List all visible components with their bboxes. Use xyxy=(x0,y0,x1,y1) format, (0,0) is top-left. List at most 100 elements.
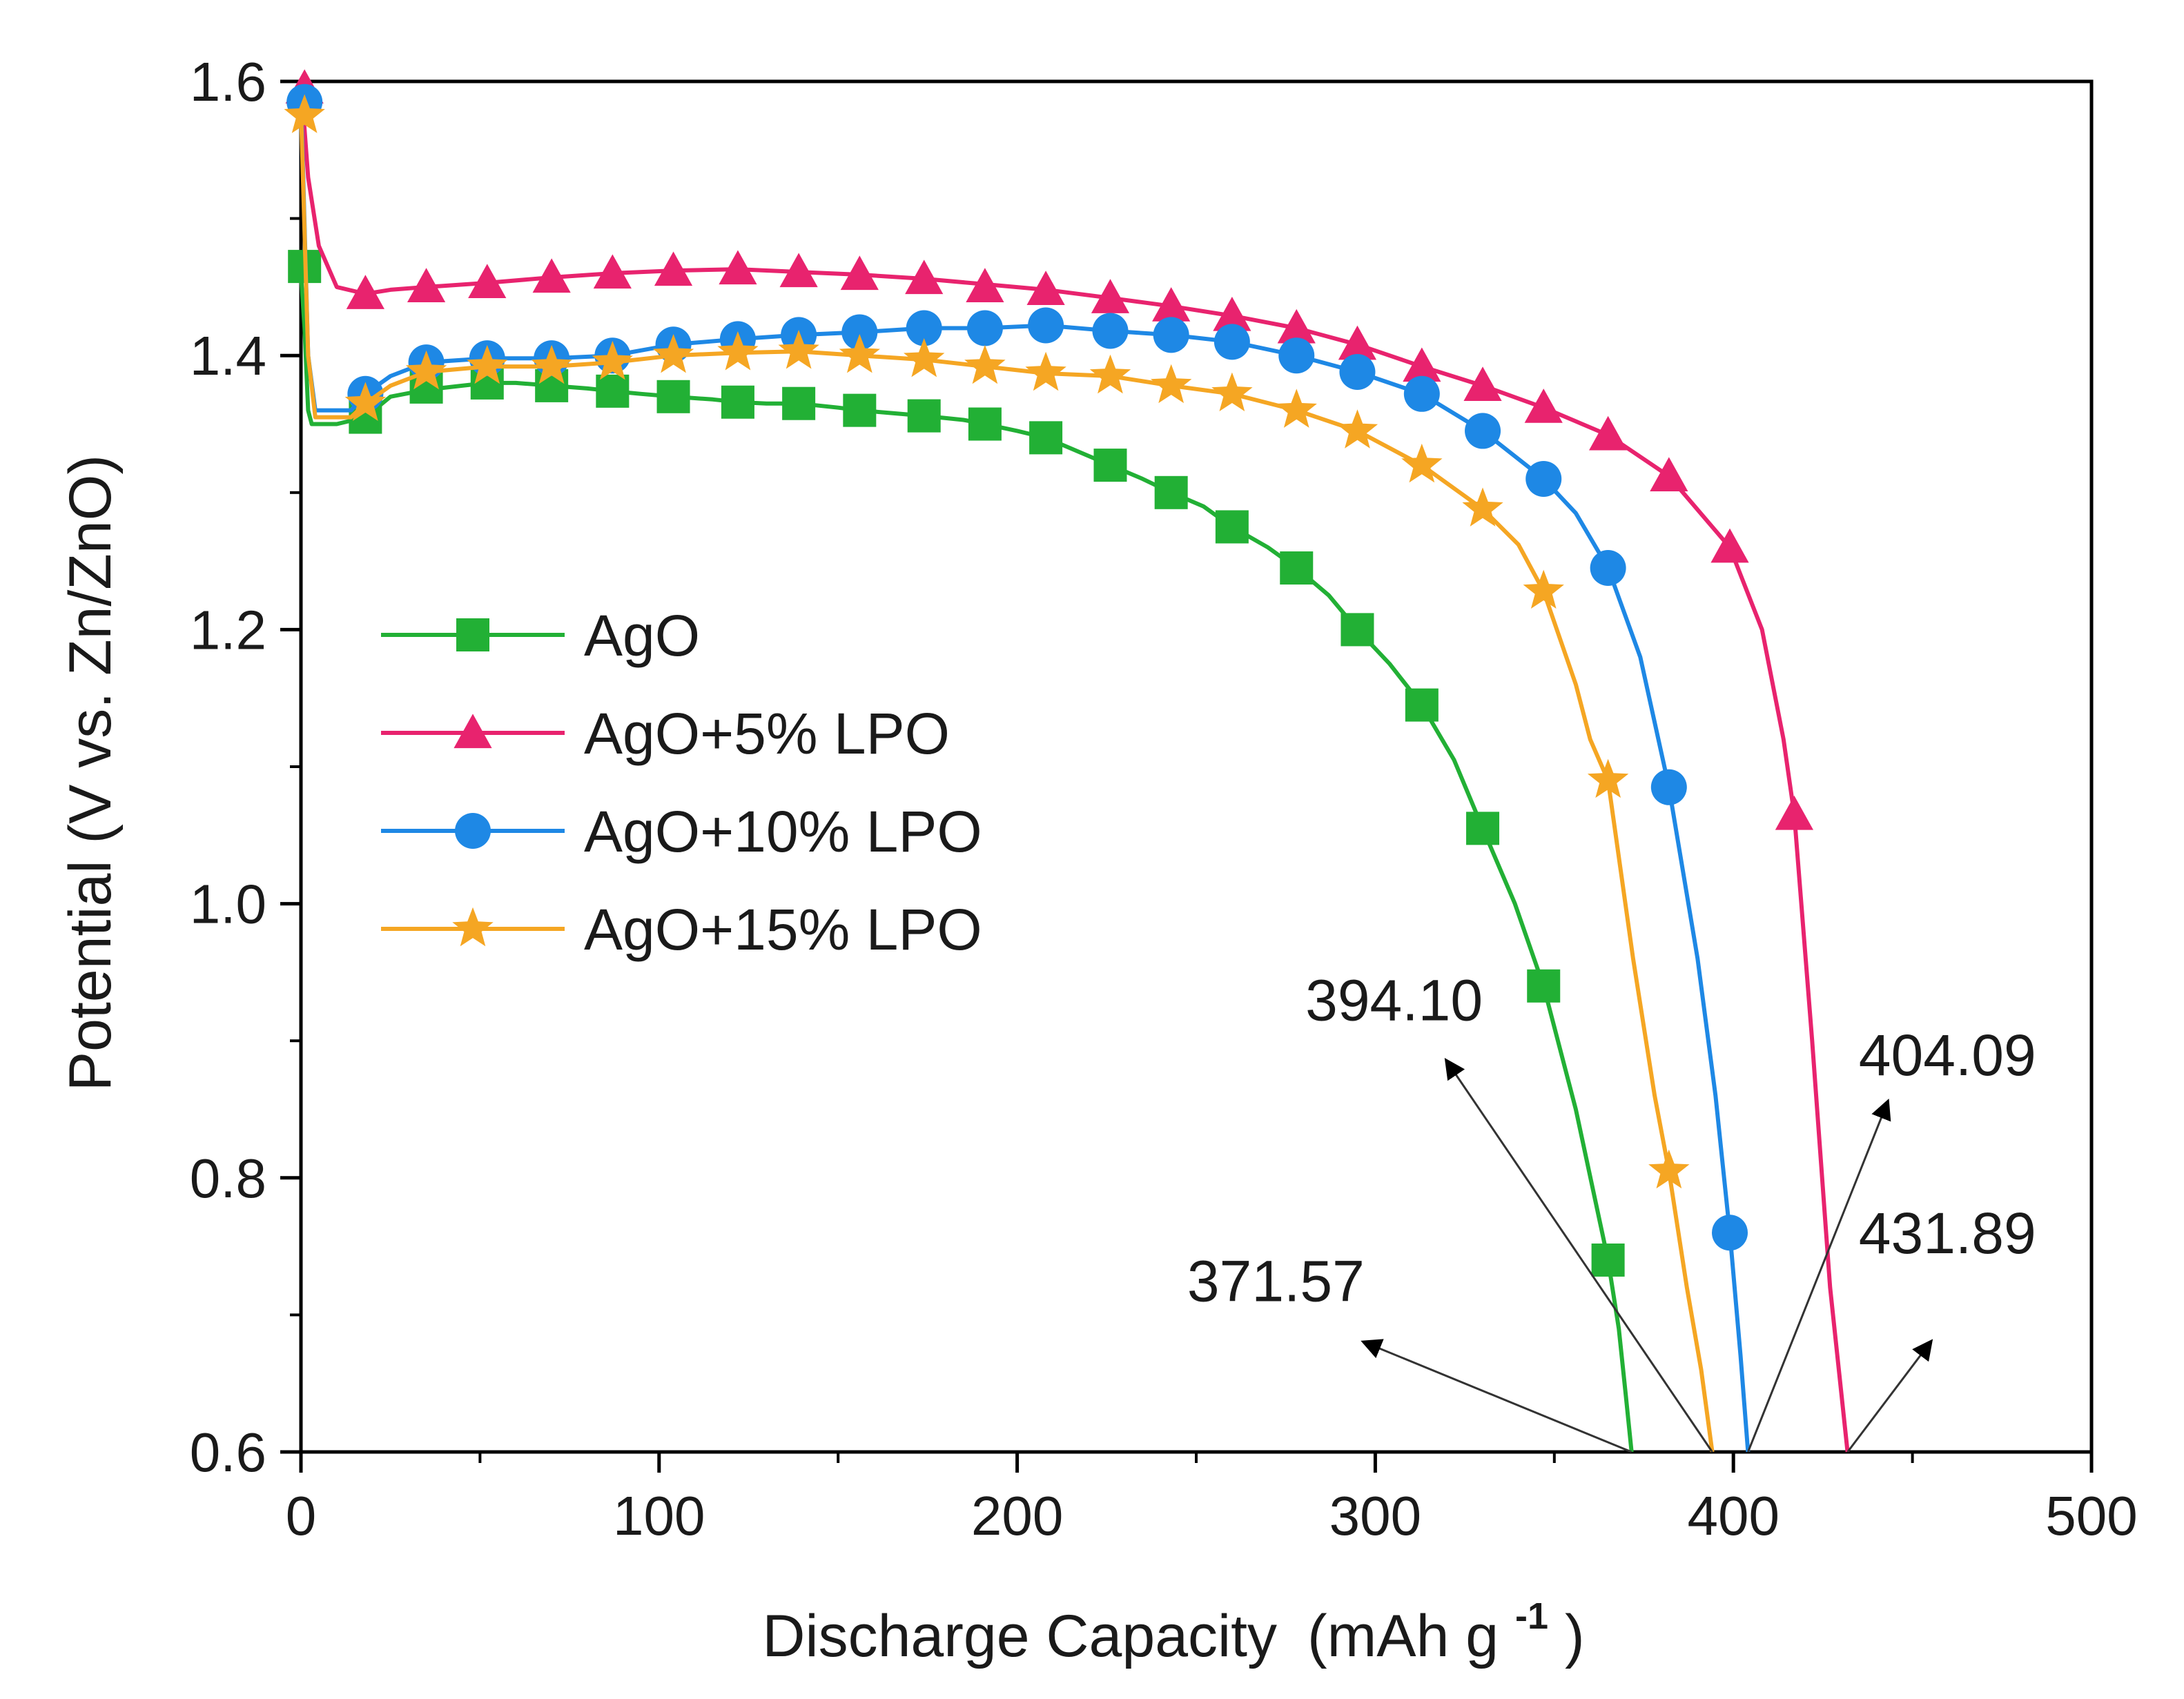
y-tick-label: 1.0 xyxy=(190,874,266,935)
data-point xyxy=(1650,457,1688,492)
series-line xyxy=(299,81,1850,1453)
y-tick-label: 0.6 xyxy=(190,1422,266,1483)
legend-item: AgO+10% LPO xyxy=(381,799,982,864)
data-point xyxy=(779,253,818,288)
legend-item: AgO+5% LPO xyxy=(381,701,950,766)
data-point xyxy=(1093,449,1127,482)
data-point xyxy=(1405,688,1439,722)
data-point xyxy=(1026,271,1065,305)
x-axis-title-unit: (mAh g xyxy=(1307,1603,1499,1669)
legend-label: AgO xyxy=(584,603,700,668)
data-point xyxy=(1213,297,1251,331)
legend-item: AgO xyxy=(381,603,700,668)
data-point xyxy=(1712,1215,1748,1251)
legend-marker xyxy=(454,714,492,749)
legend-label: AgO+15% LPO xyxy=(584,897,982,962)
data-point xyxy=(593,254,632,289)
data-point xyxy=(1278,337,1315,374)
x-tick-label: 200 xyxy=(971,1485,1063,1546)
data-point xyxy=(1466,812,1500,845)
data-point xyxy=(1775,795,1813,830)
data-point xyxy=(1525,460,1562,497)
annotation-arrow xyxy=(1846,1339,1933,1453)
data-point xyxy=(719,250,757,285)
data-point xyxy=(1648,1149,1690,1189)
x-axis-title-exponent: -1 xyxy=(1515,1595,1548,1637)
data-point xyxy=(1403,347,1441,382)
series-star xyxy=(284,94,1715,1453)
y-tick-label: 1.4 xyxy=(190,325,266,386)
data-point xyxy=(1465,413,1501,449)
data-point xyxy=(1211,372,1253,411)
annotation-label: 394.10 xyxy=(1305,968,1483,1032)
annotation-label: 404.09 xyxy=(1859,1023,2036,1088)
annotation-arrow xyxy=(1747,1098,1891,1453)
data-point xyxy=(1339,354,1376,391)
data-point xyxy=(1091,279,1130,313)
series-triangle xyxy=(285,69,1850,1453)
data-point xyxy=(721,385,754,419)
data-point xyxy=(1527,969,1561,1003)
data-point xyxy=(1523,569,1564,609)
data-point xyxy=(405,350,447,390)
data-point xyxy=(840,255,879,291)
data-point xyxy=(1589,415,1628,451)
data-point xyxy=(596,374,630,408)
data-point xyxy=(1028,307,1064,344)
data-point xyxy=(966,268,1004,302)
y-axis-title: Potential (V vs. Zn/ZnO) xyxy=(57,455,124,1091)
legend: AgO AgO+5% LPO AgO+10% LPO AgO+15% LPO xyxy=(381,603,982,962)
series-square xyxy=(288,250,1634,1453)
data-point xyxy=(407,268,446,302)
data-point xyxy=(1154,475,1188,509)
data-point xyxy=(1092,313,1129,349)
data-point xyxy=(344,382,387,421)
data-point xyxy=(778,330,819,369)
annotation-arrow xyxy=(1361,1339,1632,1453)
data-point xyxy=(841,314,878,351)
data-point xyxy=(652,334,694,373)
data-point xyxy=(1587,758,1629,798)
data-point xyxy=(1025,351,1066,391)
data-point xyxy=(1340,613,1374,647)
data-point xyxy=(907,399,941,433)
annotation-arrow xyxy=(1444,1058,1713,1453)
data-point xyxy=(1338,325,1377,360)
data-point xyxy=(966,310,1003,346)
data-point xyxy=(1151,364,1192,404)
data-point xyxy=(1591,1243,1625,1277)
x-axis-title-main: Discharge Capacity xyxy=(762,1603,1277,1669)
data-point xyxy=(531,344,572,384)
legend-item: AgO+15% LPO xyxy=(381,897,982,962)
annotation-label: 371.57 xyxy=(1187,1249,1365,1314)
data-point xyxy=(1152,287,1191,322)
data-point xyxy=(782,386,816,420)
data-point xyxy=(717,331,759,371)
data-point xyxy=(1153,317,1189,353)
data-point xyxy=(839,334,880,373)
data-point xyxy=(968,407,1002,441)
data-point xyxy=(964,344,1006,384)
data-point xyxy=(654,251,693,286)
data-point xyxy=(1463,366,1502,401)
data-point xyxy=(1590,550,1626,587)
data-point xyxy=(843,393,877,427)
data-point xyxy=(1089,354,1131,394)
data-point xyxy=(906,310,942,346)
legend-marker xyxy=(455,813,491,849)
data-point xyxy=(284,94,325,133)
data-point xyxy=(1403,375,1440,412)
data-point xyxy=(904,338,945,377)
x-axis-title: Discharge Capacity (mAh g -1 ) xyxy=(762,1575,1584,1669)
data-point xyxy=(905,259,944,295)
data-point xyxy=(1710,528,1749,563)
legend-marker xyxy=(456,618,489,651)
data-point xyxy=(1650,769,1687,805)
data-point xyxy=(468,264,507,299)
x-tick-label: 0 xyxy=(286,1485,317,1546)
x-axis-title-unit-close: ) xyxy=(1565,1603,1585,1669)
x-tick-label: 400 xyxy=(1687,1485,1779,1546)
x-tick-label: 500 xyxy=(2045,1485,2137,1546)
